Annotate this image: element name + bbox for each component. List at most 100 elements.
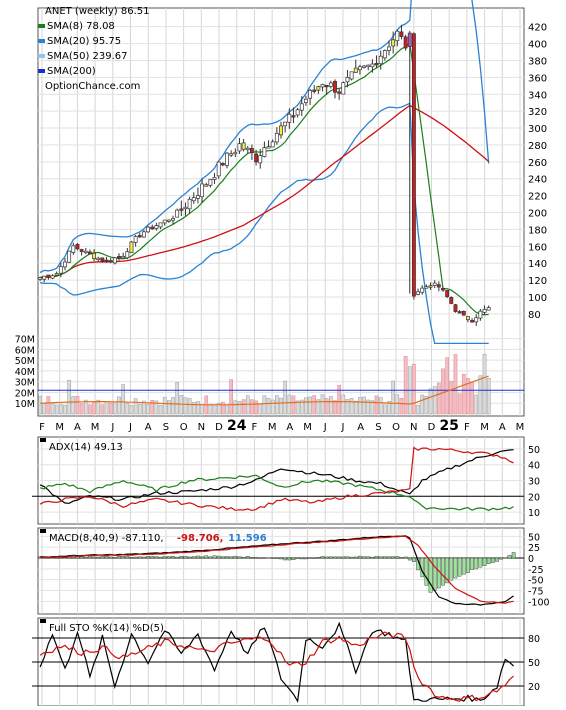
candle-body xyxy=(212,177,217,180)
macd-tick-label: -25 xyxy=(528,565,544,576)
candle-body xyxy=(291,115,296,118)
volume-tick-label: 20M xyxy=(15,388,35,399)
volume-bar xyxy=(470,381,474,415)
candle-body xyxy=(453,304,458,312)
macd-histogram-bar xyxy=(470,557,474,570)
volume-bar xyxy=(104,401,109,415)
macd-histogram-bar xyxy=(449,557,454,581)
macd-histogram-bar xyxy=(499,557,504,560)
candle-body xyxy=(129,241,134,253)
volume-bar xyxy=(83,399,88,415)
volume-bar xyxy=(445,357,449,415)
candle-body xyxy=(150,226,155,230)
volume-bar xyxy=(291,395,296,415)
macd-histogram-bar xyxy=(312,557,317,559)
volume-bar xyxy=(461,374,466,415)
x-axis-label: F xyxy=(252,422,258,433)
x-axis-label: M xyxy=(516,422,525,433)
macd-histogram-bar xyxy=(270,557,275,559)
macd-histogram-bar xyxy=(245,555,250,559)
macd-histogram-bar xyxy=(162,556,167,559)
macd-histogram-bar xyxy=(428,557,433,593)
candle-body xyxy=(420,287,425,293)
macd-title-part: MACD(8,40,9) -87.110, xyxy=(49,533,164,544)
volume-bar xyxy=(121,384,125,415)
price-tick-label: 80 xyxy=(528,310,541,321)
volume-bar xyxy=(154,400,159,415)
adx-tick-label: 40 xyxy=(528,461,540,472)
candle-body xyxy=(175,209,180,218)
macd-histogram-bar xyxy=(407,557,412,561)
volume-bar xyxy=(362,396,366,415)
macd-histogram-bar xyxy=(287,557,292,561)
macd-histogram-bar xyxy=(308,557,312,559)
candle-body xyxy=(241,142,246,150)
macd-histogram-bar xyxy=(88,556,92,559)
price-tick-label: 280 xyxy=(528,141,547,152)
volume-bar xyxy=(466,378,470,415)
volume-bar xyxy=(399,398,404,415)
volume-bar xyxy=(133,398,138,415)
volume-bar xyxy=(208,404,213,415)
candle-body xyxy=(283,121,288,127)
macd-histogram-bar xyxy=(54,557,59,559)
x-axis-label: N xyxy=(410,422,417,433)
macd-histogram-bar xyxy=(117,556,121,559)
candle-body xyxy=(416,291,421,295)
candle-body xyxy=(266,146,271,149)
macd-histogram-bar xyxy=(461,557,466,575)
candle-body xyxy=(191,197,196,202)
volume-bar xyxy=(420,394,425,415)
macd-histogram-bar xyxy=(212,555,217,559)
volume-bar xyxy=(316,399,321,415)
volume-bar xyxy=(341,394,346,415)
candle-body xyxy=(50,275,55,279)
adx-tick-label: 10 xyxy=(528,508,540,519)
candle-body xyxy=(204,184,209,187)
sto-series-line xyxy=(39,631,514,702)
candle-body xyxy=(258,155,263,164)
candle-body xyxy=(274,132,279,143)
price-tick-label: 340 xyxy=(528,90,547,101)
price-tick-label: 420 xyxy=(528,23,547,34)
candle-body xyxy=(187,198,192,210)
x-axis-label: F xyxy=(39,422,45,433)
macd-histogram-bar xyxy=(220,556,225,559)
candle-body xyxy=(158,222,163,228)
volume-bar xyxy=(175,382,179,415)
volume-tick-label: 50M xyxy=(15,356,35,367)
volume-bar xyxy=(75,396,80,415)
macd-histogram-bar xyxy=(324,556,329,559)
candle-body xyxy=(387,46,391,51)
macd-histogram-bar xyxy=(129,556,134,559)
candle-body xyxy=(179,208,184,211)
x-axis-label: 25 xyxy=(439,418,458,434)
macd-histogram-bar xyxy=(453,557,458,579)
volume-bar xyxy=(38,395,42,415)
volume-bar xyxy=(391,380,395,415)
candle-body xyxy=(166,219,171,222)
macd-histogram-bar xyxy=(395,556,400,559)
macd-histogram-bar xyxy=(424,557,429,586)
volume-tick-label: 40M xyxy=(15,367,35,378)
macd-histogram-bar xyxy=(362,556,366,559)
candle-body xyxy=(316,86,321,91)
price-tick-label: 400 xyxy=(528,40,547,51)
legend-swatch xyxy=(38,69,45,73)
volume-bar xyxy=(162,396,167,415)
candle-body xyxy=(295,109,300,116)
candle-body xyxy=(229,153,234,156)
price-tick-label: 140 xyxy=(528,259,547,270)
sto-tick-label: 80 xyxy=(528,634,540,645)
macd-histogram-bar xyxy=(299,557,304,560)
volume-bar xyxy=(482,353,487,415)
volume-bar xyxy=(142,400,146,415)
volume-bar xyxy=(416,404,420,415)
volume-bar xyxy=(287,394,292,415)
macd-title-swatch xyxy=(40,529,46,533)
volume-bar xyxy=(254,400,258,415)
macd-histogram-bar xyxy=(358,555,362,559)
price-tick-label: 260 xyxy=(528,158,547,169)
macd-histogram-bar xyxy=(154,556,159,559)
